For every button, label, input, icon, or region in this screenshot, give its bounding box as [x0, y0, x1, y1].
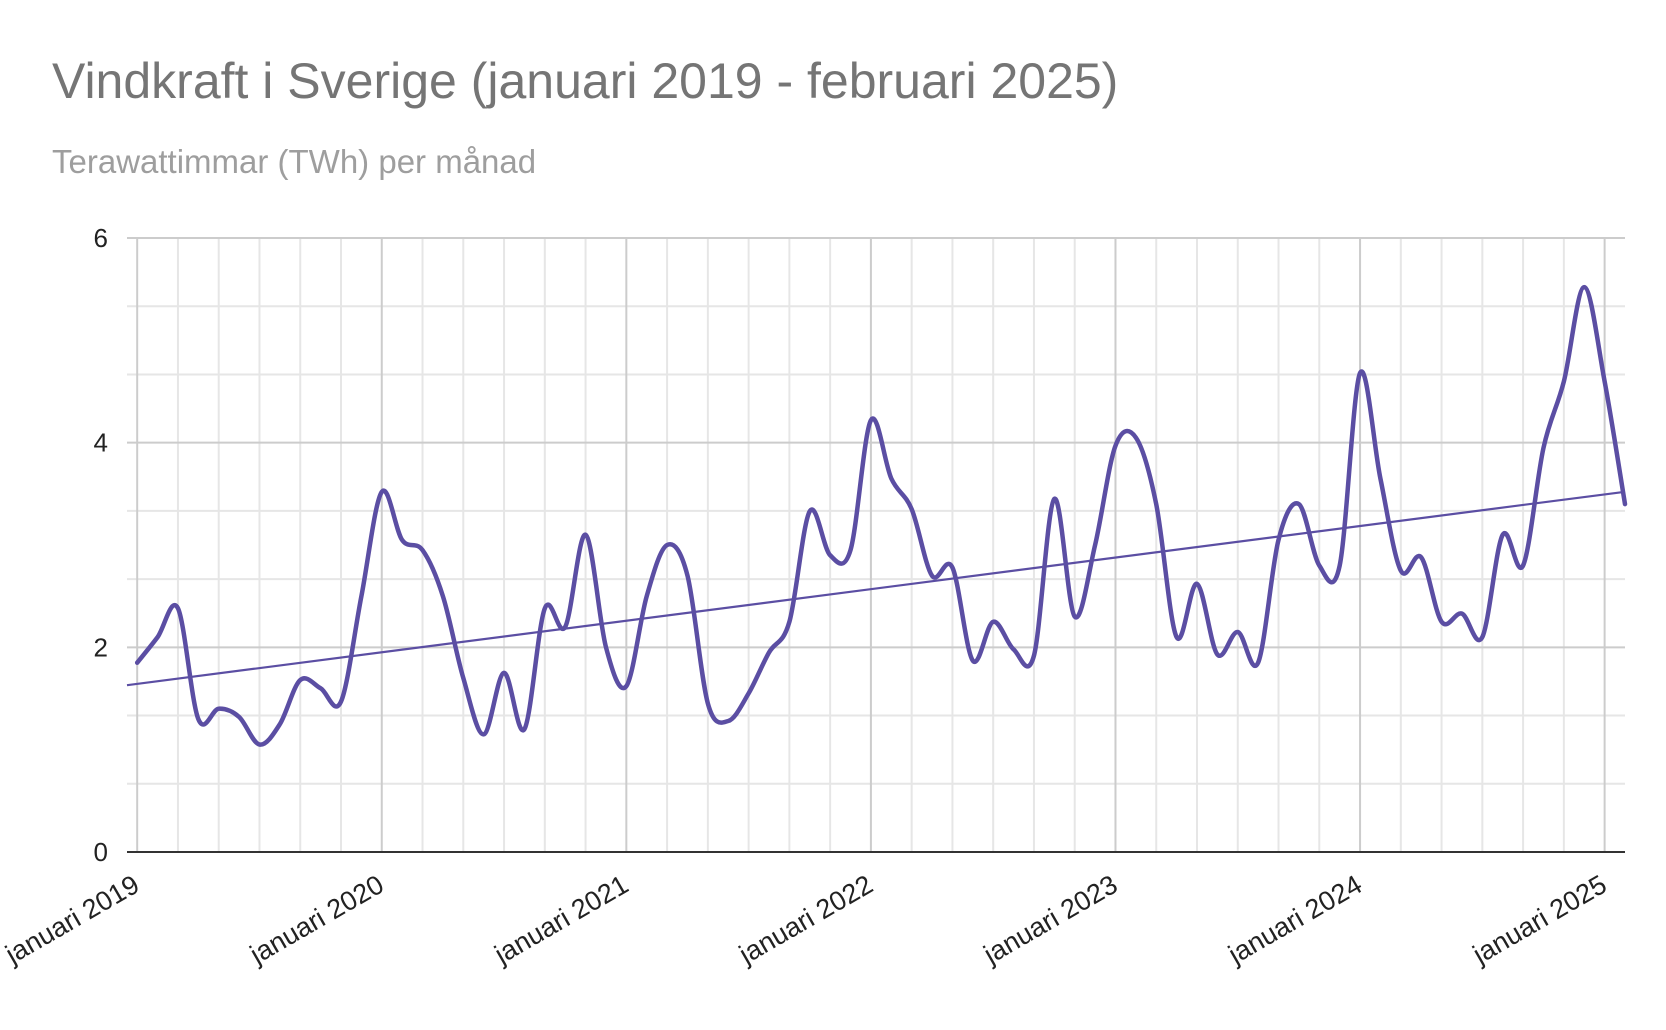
- x-tick-label: januari 2025: [1467, 869, 1612, 970]
- x-tick-label: januari 2022: [733, 869, 878, 970]
- x-tick-label: januari 2024: [1222, 869, 1367, 970]
- x-axis-ticks: januari 2019 januari 2020 januari 2021 janu…: [0, 869, 1612, 970]
- series-layer: [134, 284, 1628, 747]
- y-tick-label: 2: [94, 632, 108, 662]
- trendline-layer: [126, 490, 1626, 687]
- chart-subtitle: Terawattimmar (TWh) per månad: [52, 143, 537, 180]
- chart-title: Vindkraft i Sverige (januari 2019 - febr…: [52, 53, 1119, 109]
- series-line: [134, 284, 1628, 747]
- y-tick-label: 4: [94, 428, 108, 458]
- x-tick-label: januari 2020: [244, 869, 389, 970]
- trendline: [126, 490, 1626, 687]
- major-gridlines: [127, 237, 1625, 852]
- y-tick-label: 6: [94, 223, 108, 253]
- y-tick-label: 0: [94, 837, 108, 867]
- y-axis-ticks: 0 2 4 6: [94, 223, 108, 867]
- x-tick-label: januari 2021: [489, 869, 634, 970]
- minor-gridlines: [127, 238, 1625, 852]
- x-tick-label: januari 2019: [0, 869, 144, 970]
- x-tick-label: januari 2023: [978, 869, 1123, 970]
